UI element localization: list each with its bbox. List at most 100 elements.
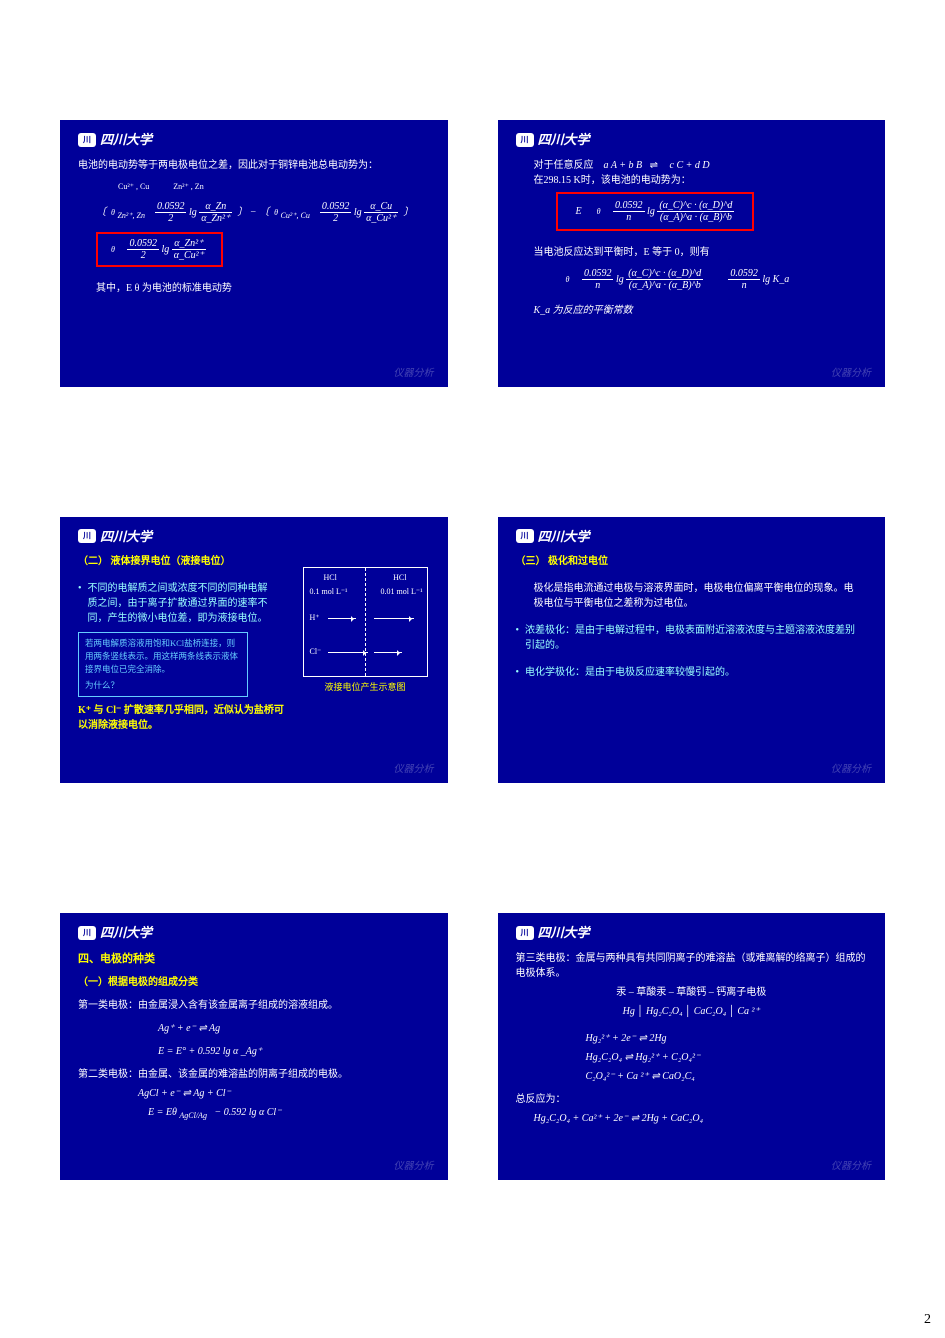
s2-redbox: E θ 0.0592n lg (α_C)^c · (α_D)^d(α_A)^a … xyxy=(556,192,755,231)
logo: 川 四川大学 xyxy=(78,130,430,150)
d-caption: 液接电位产生示意图 xyxy=(303,681,428,695)
azn2: α_Zn²⁺ xyxy=(199,213,232,224)
s3-box-text: 若两电解质溶液用饱和KCl盐桥连接，则用两条竖线表示。用这样两条线表示液体接界电… xyxy=(85,637,241,675)
d-cl: Cl⁻ xyxy=(310,646,322,658)
logo: 川 四川大学 xyxy=(516,527,868,547)
d-hcl-r: HCl xyxy=(393,572,406,584)
logo: 川 四川大学 xyxy=(516,923,868,943)
s2l1b: a A + b B xyxy=(604,160,643,171)
s4-b2: 电化学极化：是由于电极反应速率较慢引起的。 xyxy=(525,665,735,680)
s5-p2: 第二类电极：由金属、该金属的难溶盐的阴离子组成的电极。 xyxy=(78,1067,430,1082)
s2lg2: lg xyxy=(616,273,624,284)
s5eq4b: − 0.592 lg α Cl⁻ xyxy=(214,1107,281,1118)
s5eq4a: E = Eθ xyxy=(148,1107,177,1118)
s2-eq2: θ 0.0592n lg (α_C)^c · (α_D)^d(α_A)^a · … xyxy=(566,268,868,291)
logo-badge-icon: 川 xyxy=(78,133,96,147)
s5-eq1: Ag⁺ + e⁻ ⇌ Ag xyxy=(158,1021,430,1036)
s3-why: 为什么？ xyxy=(85,679,241,692)
logo-badge-icon: 川 xyxy=(516,529,534,543)
s1-redbox: θ 0.05922 lg α_Zn²⁺α_Cu²⁺ xyxy=(96,232,223,267)
watermark: 仪器分析 xyxy=(394,366,434,381)
s5-h2: （一）根据电极的组成分类 xyxy=(78,975,430,990)
s6-eq3: C₂O₄²⁻ + Ca ²⁺ ⇌ CaO₂C₄ xyxy=(586,1069,868,1084)
arrow-cl-right-icon xyxy=(374,652,402,653)
logo-badge-icon: 川 xyxy=(78,926,96,940)
d-hcl-l: HCl xyxy=(324,572,337,584)
s3-bullet: 不同的电解质之间或浓度不同的同种电解质之间，由于离子扩散通过界面的速率不同，产生… xyxy=(88,581,268,626)
s2-l1: 对于任意反应 a A + b B ⇌ c C + d D xyxy=(534,158,868,173)
s6-p3: 总反应为： xyxy=(516,1092,868,1107)
watermark: 仪器分析 xyxy=(831,366,871,381)
s5-eq4: E = Eθ AgCl/Ag − 0.592 lg α Cl⁻ xyxy=(148,1105,430,1120)
theta1: θ xyxy=(111,207,115,216)
logo-text: 四川大学 xyxy=(100,527,152,547)
c3: 0.0592 xyxy=(127,238,159,250)
watermark: 仪器分析 xyxy=(394,1159,434,1174)
s1-supa: Cu²⁺ , Cu xyxy=(118,182,149,191)
s6-p2: 汞 – 草酸汞 – 草酸钙 – 钙离子电极 xyxy=(516,985,868,1000)
s3-bluebox: 若两电解质溶液用饱和KCl盐桥连接，则用两条竖线表示。用这样两条线表示液体接界电… xyxy=(78,632,248,697)
watermark: 仪器分析 xyxy=(394,762,434,777)
s2E: E xyxy=(576,205,582,216)
s3-answer: K⁺ 与 Cl⁻ 扩散速率几乎相同，近似认为盐桥可以消除液接电位。 xyxy=(78,703,288,733)
s2l1a: 对于任意反应 xyxy=(534,160,594,171)
lg1: lg xyxy=(189,206,197,217)
bullet-icon: • xyxy=(516,623,520,653)
s2-l2: 在298.15 K时，该电池的电动势为： xyxy=(534,173,868,188)
d-c1: 0.1 mol L⁻¹ xyxy=(310,586,348,598)
logo-text: 四川大学 xyxy=(538,527,590,547)
s4-b1-row: • 浓差极化：是由于电解过程中，电极表面附近溶液浓度与主题溶液浓度差别引起的。 xyxy=(516,623,868,653)
slide-1: 川 四川大学 电池的电动势等于两电极电位之差，因此对于铜锌电池总电动势为： Cu… xyxy=(60,120,448,387)
s2c2: 0.0592 xyxy=(582,268,614,280)
c2: 0.0592 xyxy=(320,201,352,213)
d1: 2 xyxy=(155,213,187,224)
s1-supb: Zn²⁺ , Zn xyxy=(173,182,203,191)
slide-6: 川 四川大学 第三类电极：金属与两种具有共同阴离子的难溶盐（或难离解的络离子）组… xyxy=(498,913,886,1180)
logo-text: 四川大学 xyxy=(538,130,590,150)
s6-eq4: Hg₂C₂O₄ + Ca²⁺ + 2e⁻ ⇌ 2Hg + CaC₂O₄ xyxy=(534,1111,868,1126)
c1: 0.0592 xyxy=(155,201,187,213)
s2-l3: 当电池反应达到平衡时，E 等于 0，则有 xyxy=(534,245,868,260)
s1-eq-full: 〔 θ Zn²⁺, Zn 0.05922 lg α_Znα_Zn²⁺ 〕 − 〔… xyxy=(96,201,430,224)
acu2: α_Cu²⁺ xyxy=(364,213,398,224)
s5-eq2: E = E° + 0.592 lg α _Ag⁺ xyxy=(158,1044,430,1059)
logo-text: 四川大学 xyxy=(100,130,152,150)
s2-l4: K_a 为反应的平衡常数 xyxy=(534,303,868,318)
lg2: lg xyxy=(354,206,362,217)
acu: α_Cu xyxy=(364,201,398,213)
s4-p1: 极化是指电流通过电极与溶液界面时，电极电位偏离平衡电位的现象。电极电位与平衡电位… xyxy=(534,581,868,611)
s3-bullet-wrap: • 不同的电解质之间或浓度不同的同种电解质之间，由于离子扩散通过界面的速率不同，… xyxy=(78,581,268,626)
s3-diagram: HCl HCl 0.1 mol L⁻¹ 0.01 mol L⁻¹ H⁺ Cl⁻ … xyxy=(303,567,428,695)
watermark: 仪器分析 xyxy=(831,762,871,777)
s6-eq0: Hg │ Hg₂C₂O₄ │ CaC₂O₄ │ Ca ²⁺ xyxy=(516,1004,868,1019)
logo-text: 四川大学 xyxy=(100,923,152,943)
slide-2: 川 四川大学 对于任意反应 a A + b B ⇌ c C + d D 在298… xyxy=(498,120,886,387)
s2th: θ xyxy=(597,206,601,215)
arrow-cl-left-icon xyxy=(328,652,368,653)
slide-4: 川 四川大学 （三） 极化和过电位 极化是指电流通过电极与溶液界面时，电极电位偏… xyxy=(498,517,886,784)
d-h: H⁺ xyxy=(310,612,320,624)
s5eq4sub: AgCl/Ag xyxy=(179,1111,207,1120)
s5-h1: 四、电极的种类 xyxy=(78,951,430,968)
logo-badge-icon: 川 xyxy=(516,926,534,940)
d3: 2 xyxy=(127,250,159,261)
logo-badge-icon: 川 xyxy=(516,133,534,147)
s1-superscripts: Cu²⁺ , Cu Zn²⁺ , Zn xyxy=(118,181,430,193)
arrow-h-left-icon xyxy=(328,618,356,619)
s2lgka: lg K_a xyxy=(762,273,789,284)
aznb: α_Zn²⁺ xyxy=(172,238,206,250)
s1-line1: 电池的电动势等于两电极电位之差，因此对于铜锌电池总电动势为： xyxy=(78,158,430,173)
watermark: 仪器分析 xyxy=(831,1159,871,1174)
s6-eq1: Hg₂²⁺ + 2e⁻ ⇌ 2Hg xyxy=(586,1031,868,1046)
s2num: (α_C)^c · (α_D)^d xyxy=(657,200,734,212)
s4-title: （三） 极化和过电位 xyxy=(516,554,868,569)
s2l1c: c C + d D xyxy=(670,160,710,171)
s4-b1: 浓差极化：是由于电解过程中，电极表面附近溶液浓度与主题溶液浓度差别引起的。 xyxy=(525,623,857,653)
d2: 2 xyxy=(320,213,352,224)
s2den2: (α_A)^a · (α_B)^b xyxy=(626,280,703,291)
slide-5: 川 四川大学 四、电极的种类 （一）根据电极的组成分类 第一类电极：由金属浸入含… xyxy=(60,913,448,1180)
logo-text: 四川大学 xyxy=(538,923,590,943)
slide-3: 川 四川大学 （二） 液体接界电位（液接电位） • 不同的电解质之间或浓度不同的… xyxy=(60,517,448,784)
arrow-h-right-icon xyxy=(374,618,414,619)
logo: 川 四川大学 xyxy=(78,923,430,943)
